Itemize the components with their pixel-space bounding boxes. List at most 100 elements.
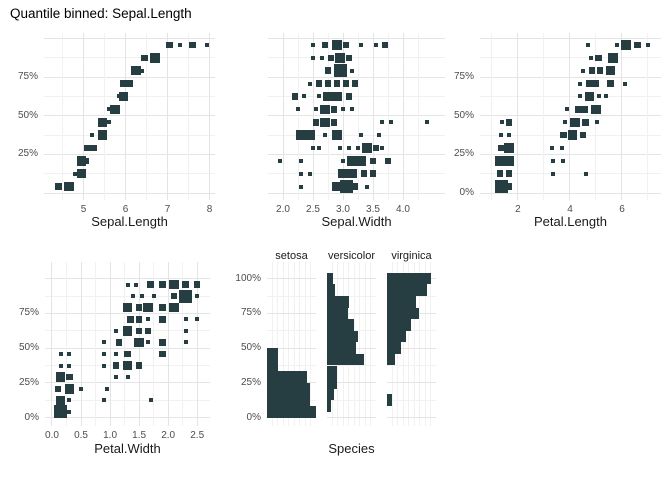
count-square xyxy=(324,80,332,87)
count-square xyxy=(551,158,556,163)
x-tick-label: 2.0 xyxy=(276,204,290,215)
grid-minor xyxy=(413,262,415,426)
x-tick-label: 4.0 xyxy=(396,204,410,215)
grid-major xyxy=(109,262,111,426)
count-square xyxy=(140,68,145,73)
count-square xyxy=(596,67,604,74)
count-square xyxy=(125,375,130,380)
grid-major xyxy=(45,347,210,349)
count-square xyxy=(67,352,72,356)
count-square xyxy=(359,43,363,48)
count-square xyxy=(278,158,282,163)
count-square xyxy=(140,294,145,299)
grid-major xyxy=(402,33,404,200)
count-square xyxy=(591,104,601,115)
x-axis-title-petal-length: Petal.Length xyxy=(533,214,607,229)
count-square xyxy=(296,107,300,112)
count-square xyxy=(356,145,360,150)
grid-major xyxy=(267,382,316,384)
count-square xyxy=(586,80,593,87)
count-square xyxy=(506,133,511,138)
count-square xyxy=(360,170,368,177)
count-square xyxy=(195,294,200,299)
count-square xyxy=(189,41,196,49)
count-square xyxy=(320,117,330,128)
y-tick-label: 75% xyxy=(240,307,261,319)
grid-minor xyxy=(267,365,316,367)
count-square xyxy=(596,94,601,99)
count-square xyxy=(102,363,107,368)
grid-major xyxy=(44,115,215,117)
grid-minor xyxy=(104,33,105,200)
count-square xyxy=(135,362,143,369)
count-square xyxy=(106,107,111,112)
grid-major xyxy=(517,33,519,200)
count-square xyxy=(55,372,66,382)
count-square xyxy=(362,143,372,153)
count-square xyxy=(384,157,392,165)
count-square xyxy=(58,363,63,368)
count-square xyxy=(320,55,324,60)
hist-bar xyxy=(387,353,396,366)
grid-major xyxy=(45,382,210,384)
count-square xyxy=(317,145,321,150)
grid-major xyxy=(196,262,198,426)
hist-bar xyxy=(327,377,338,389)
grid-minor xyxy=(61,33,63,200)
count-square xyxy=(308,171,312,176)
grid-major xyxy=(268,153,445,155)
grid-minor xyxy=(424,262,426,426)
x-tick-label: 3.5 xyxy=(366,204,380,215)
y-tick-label: 0% xyxy=(246,411,261,423)
grid-major xyxy=(387,347,436,349)
grid-minor xyxy=(402,262,404,426)
count-square xyxy=(350,68,354,73)
count-square xyxy=(126,80,133,87)
hist-bar xyxy=(327,319,355,331)
count-square xyxy=(374,43,378,48)
count-square xyxy=(115,339,123,346)
x-tick-label: 5 xyxy=(80,204,87,215)
count-square xyxy=(183,340,188,345)
grid-minor xyxy=(65,262,67,426)
grid-major xyxy=(51,262,53,426)
grid-minor xyxy=(491,33,493,200)
count-square xyxy=(333,64,347,78)
count-square xyxy=(144,327,152,335)
count-square xyxy=(159,281,166,288)
count-square xyxy=(311,145,315,150)
y-tick-label: 75% xyxy=(453,71,474,83)
grid-minor xyxy=(188,33,190,200)
count-square xyxy=(89,133,94,138)
count-square xyxy=(127,316,134,323)
count-square xyxy=(102,352,107,356)
count-square xyxy=(561,158,566,163)
grid-major xyxy=(327,382,376,384)
count-square xyxy=(67,409,72,414)
grid-major xyxy=(45,278,210,280)
count-square xyxy=(332,91,342,102)
x-tick-label: 0.0 xyxy=(45,430,59,441)
hist-bar xyxy=(327,342,356,354)
hist-bar xyxy=(327,330,358,343)
grid-minor xyxy=(364,262,366,426)
count-square xyxy=(578,81,583,86)
hist-bar xyxy=(327,353,364,366)
count-square xyxy=(170,292,178,300)
count-square xyxy=(147,281,154,288)
count-square xyxy=(299,158,303,163)
x-tick-label: 6 xyxy=(619,204,625,215)
count-square xyxy=(588,67,596,74)
count-square xyxy=(588,55,593,60)
count-square xyxy=(102,340,107,345)
count-square xyxy=(365,184,369,189)
count-square xyxy=(54,385,62,392)
grid-major xyxy=(312,33,314,200)
grid-minor xyxy=(647,33,649,200)
count-square xyxy=(495,156,505,166)
hist-bar xyxy=(327,365,338,378)
grid-minor xyxy=(430,262,432,426)
count-square xyxy=(145,317,150,322)
count-square xyxy=(82,157,89,165)
count-square xyxy=(182,281,189,288)
